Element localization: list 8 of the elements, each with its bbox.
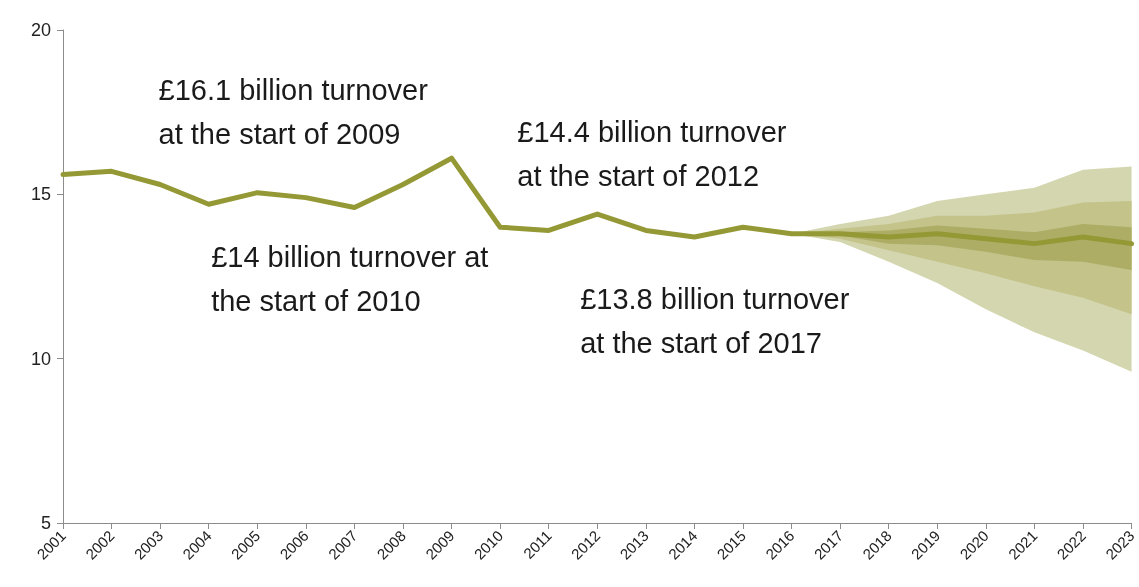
annotation: £14 billion turnover at the start of 2010 [211, 241, 489, 318]
annotation: £16.1 billion turnover at the start of 2009 [158, 74, 429, 151]
y-tick-label: 15 [30, 184, 51, 205]
y-tick-label: 5 [40, 513, 51, 533]
y-tick-label: 20 [30, 20, 51, 40]
y-tick-label: 10 [30, 348, 51, 369]
annotation: £13.8 billion turnover at the start of 2017 [580, 282, 850, 359]
annotation: £14.4 billion turnover at the start of 2012 [517, 116, 787, 193]
